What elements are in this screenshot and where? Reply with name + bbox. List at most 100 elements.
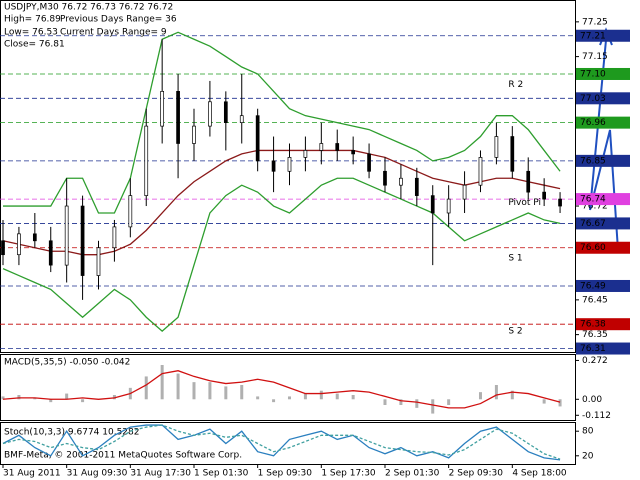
symbol-line: USDJPY,M30 76.72 76.73 76.72 76.72 <box>4 3 173 13</box>
level-label: 76.38 <box>580 320 606 330</box>
candle-body <box>399 177 403 186</box>
series-line <box>2 177 561 333</box>
histogram-bar <box>335 393 339 400</box>
histogram-bar <box>65 393 69 400</box>
histogram-bar <box>510 390 514 400</box>
histogram-bar <box>558 399 562 407</box>
y-tick-label: 20 <box>582 451 594 461</box>
low: Low= 76.53 <box>4 28 58 38</box>
candle-body <box>48 240 53 266</box>
y-tick-label: 0.00 <box>582 395 602 405</box>
level-tag <box>576 116 630 129</box>
candle-body <box>208 101 212 127</box>
y-tick-label: 76.45 <box>582 295 608 305</box>
x-tick-label: 31 Aug 17:30 <box>130 469 191 479</box>
candle-body <box>351 150 356 155</box>
main-panel <box>0 0 576 353</box>
candle-body <box>32 233 37 242</box>
x-tick-label: 1 Sep 09:30 <box>258 469 313 479</box>
candle-body <box>510 136 515 172</box>
candle-body <box>478 157 483 186</box>
histogram-bar <box>319 390 323 400</box>
candle-body <box>319 143 324 151</box>
candle-body <box>462 184 467 200</box>
annotation: S 2 <box>508 327 522 337</box>
histogram-bar <box>81 399 85 403</box>
x-tick-label: 4 Sep 18:00 <box>512 469 567 479</box>
histogram-bar <box>112 395 116 400</box>
y-tick-label: 76.35 <box>582 330 608 340</box>
macd-panel <box>0 354 576 421</box>
histogram-bar <box>240 385 244 400</box>
y-tick-label: 0.272 <box>582 356 608 366</box>
candle-body <box>542 191 546 200</box>
level-label: 77.03 <box>580 94 606 104</box>
candle-body <box>526 170 531 193</box>
level-tag <box>576 154 630 167</box>
candle-body <box>96 247 101 276</box>
candle-body <box>223 101 228 123</box>
x-tick-label: 2 Sep 09:30 <box>449 469 504 479</box>
prev-range: Previous Days Range= 36 <box>60 15 177 25</box>
candle-body <box>239 115 244 123</box>
candle-body <box>430 195 435 214</box>
level-label: 76.31 <box>580 344 606 354</box>
histogram-bar <box>17 395 21 400</box>
annotation: R 2 <box>508 80 523 90</box>
level-label: 76.85 <box>580 156 606 166</box>
candle-body <box>128 195 133 228</box>
candle-body <box>367 153 371 172</box>
y-tick-label: 77.15 <box>582 52 608 62</box>
level-tag <box>576 29 630 42</box>
histogram-bar <box>383 399 387 405</box>
candle-body <box>17 233 21 256</box>
histogram-bar <box>272 399 276 403</box>
level-tag <box>576 279 630 292</box>
candle-body <box>144 125 149 196</box>
histogram-bar <box>1 396 5 400</box>
candle-body <box>303 150 308 158</box>
stoch-panel <box>0 422 576 465</box>
candle-body <box>80 205 85 276</box>
level-label: 77.21 <box>580 31 606 41</box>
histogram-bar <box>144 376 148 400</box>
y-tick-label: 80 <box>582 427 594 437</box>
y-tick-label: -0.112 <box>582 411 611 421</box>
close: Close= 76.81 <box>4 40 65 50</box>
annotation: Pivot Pi <box>508 198 541 208</box>
x-tick-label: 1 Sep 17:30 <box>321 469 376 479</box>
histogram-bar <box>399 399 403 405</box>
histogram-bar <box>351 395 355 400</box>
annotation: S 1 <box>508 254 522 264</box>
histogram-bar <box>192 382 196 400</box>
candle-body <box>255 115 260 162</box>
x-tick-label: 31 Aug 2011 <box>3 469 61 479</box>
level-tag <box>576 92 630 105</box>
level-tag <box>576 193 630 206</box>
cur-range: Current Days Range= 9 <box>60 28 167 38</box>
level-tag <box>576 217 630 230</box>
level-label: 76.49 <box>580 281 606 291</box>
candle-body <box>160 91 165 127</box>
histogram-bar <box>542 399 546 404</box>
histogram-bar <box>33 397 37 400</box>
histogram-bar <box>303 393 307 400</box>
candle-body <box>1 240 5 256</box>
histogram-bar <box>208 382 212 400</box>
candle-body <box>64 205 69 266</box>
histogram-bar <box>256 396 260 400</box>
level-label: 77.10 <box>580 69 606 79</box>
x-tick-label: 1 Sep 01:30 <box>194 469 249 479</box>
x-tick-label: 2 Sep 01:30 <box>385 469 440 479</box>
candle-body <box>494 136 499 158</box>
series-line <box>2 424 561 460</box>
histogram-bar <box>415 399 419 408</box>
series-line <box>2 149 561 256</box>
candle-body <box>414 177 419 196</box>
candle-body <box>287 157 292 172</box>
histogram-bar <box>49 399 53 403</box>
histogram-bar <box>478 392 482 400</box>
candle-body <box>192 125 196 144</box>
